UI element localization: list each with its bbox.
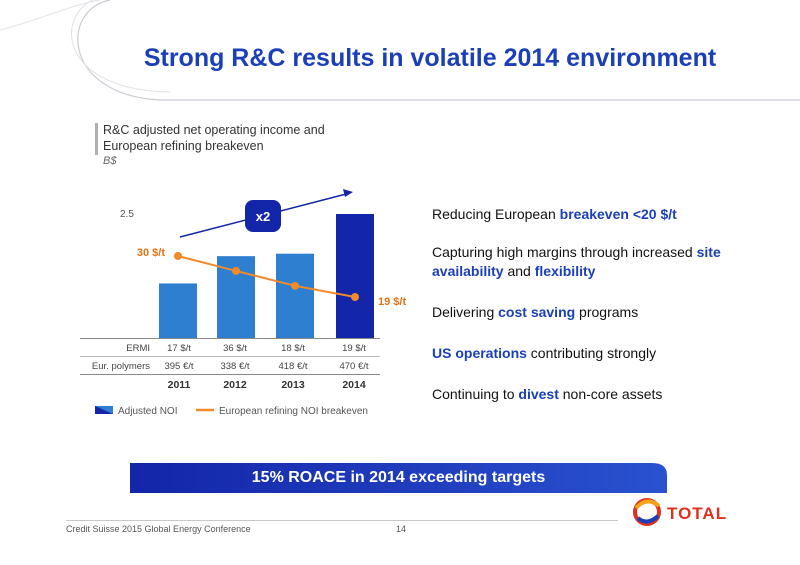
page-title: Strong R&C results in volatile 2014 envi… [143,44,717,72]
bullet-margins: Capturing high margins through increased… [432,243,762,281]
chart-title-marker [95,123,98,155]
total-logo-text: TOTAL [667,504,728,523]
multiplier-badge [245,200,281,232]
bullet-text: Capturing high margins through increased [432,244,697,260]
bullet-text: non-core assets [558,386,663,402]
bullet-us-operations: US operations contributing strongly [432,344,762,363]
cell: 470 €/t [339,361,369,372]
breakeven-point-2012 [232,266,240,275]
multiplier-label: x2 [256,209,270,224]
total-logo-icon [633,498,661,526]
breakeven-point-2014 [351,293,359,301]
bullet-highlight: breakeven <20 $/t [559,206,677,222]
bullet-breakeven: Reducing European breakeven <20 $/t [432,205,762,224]
y-tick-label: 2.5 [120,209,134,220]
bullet-cost-saving: Delivering cost saving programs [432,303,762,322]
cell: 338 €/t [220,361,250,372]
bullet-highlight: flexibility [534,263,596,279]
bullet-highlight: site availability [432,244,721,279]
chart-unit: B$ [103,155,117,167]
cell: 19 $/t [342,343,366,354]
table-row-rule [80,356,380,357]
line-label-first: 30 $/t [137,247,165,259]
bullet-text: and [503,263,535,279]
trend-arrowhead [343,189,353,197]
cell: 418 €/t [278,361,308,372]
bullet-divest: Continuing to divest non-core assets [432,385,762,404]
legend-swatch-noi-shade [95,406,113,414]
year-label: 2013 [281,379,305,391]
line-label-last: 19 $/t [378,296,406,308]
bullet-text: contributing strongly [526,345,657,361]
noi-bar-2011 [159,283,197,338]
roace-banner [130,463,667,493]
noi-bar-2014 [336,214,374,338]
bullet-text: programs [575,304,639,320]
table-top-rule [80,338,380,339]
row-label-polymers: Eur. polymers [91,361,150,372]
noi-bar-2013 [276,253,314,338]
bullet-highlight: US operations [432,345,527,361]
bullet-highlight: cost saving [498,304,576,320]
legend-noi: Adjusted NOI [118,406,177,417]
breakeven-point-2013 [291,281,299,290]
breakeven-point-2011 [174,252,182,260]
cell: 36 $/t [223,343,247,354]
year-label: 2012 [223,379,247,391]
legend-breakeven: European refining NOI breakeven [219,406,368,417]
page-number: 14 [396,524,407,534]
year-label: 2011 [167,379,191,391]
year-label: 2014 [342,379,366,391]
roace-banner-text: 15% ROACE in 2014 exceeding targets [251,469,546,486]
footer-conference: Credit Suisse 2015 Global Energy Confere… [66,524,251,534]
bullet-text: Delivering [432,304,499,320]
breakeven-line [177,255,356,298]
bullet-text: Continuing to [432,386,519,402]
cell: 395 €/t [164,361,194,372]
chart-title: R&C adjusted net operating income and Eu… [103,123,325,153]
cell: 18 $/t [281,343,305,354]
cell: 17 $/t [167,343,191,354]
table-bottom-rule [80,374,380,375]
bullet-highlight: divest [518,386,559,402]
row-label-ermi: ERMI [126,343,150,354]
bullet-text: Reducing European [432,206,560,222]
footer-rule [66,520,618,521]
